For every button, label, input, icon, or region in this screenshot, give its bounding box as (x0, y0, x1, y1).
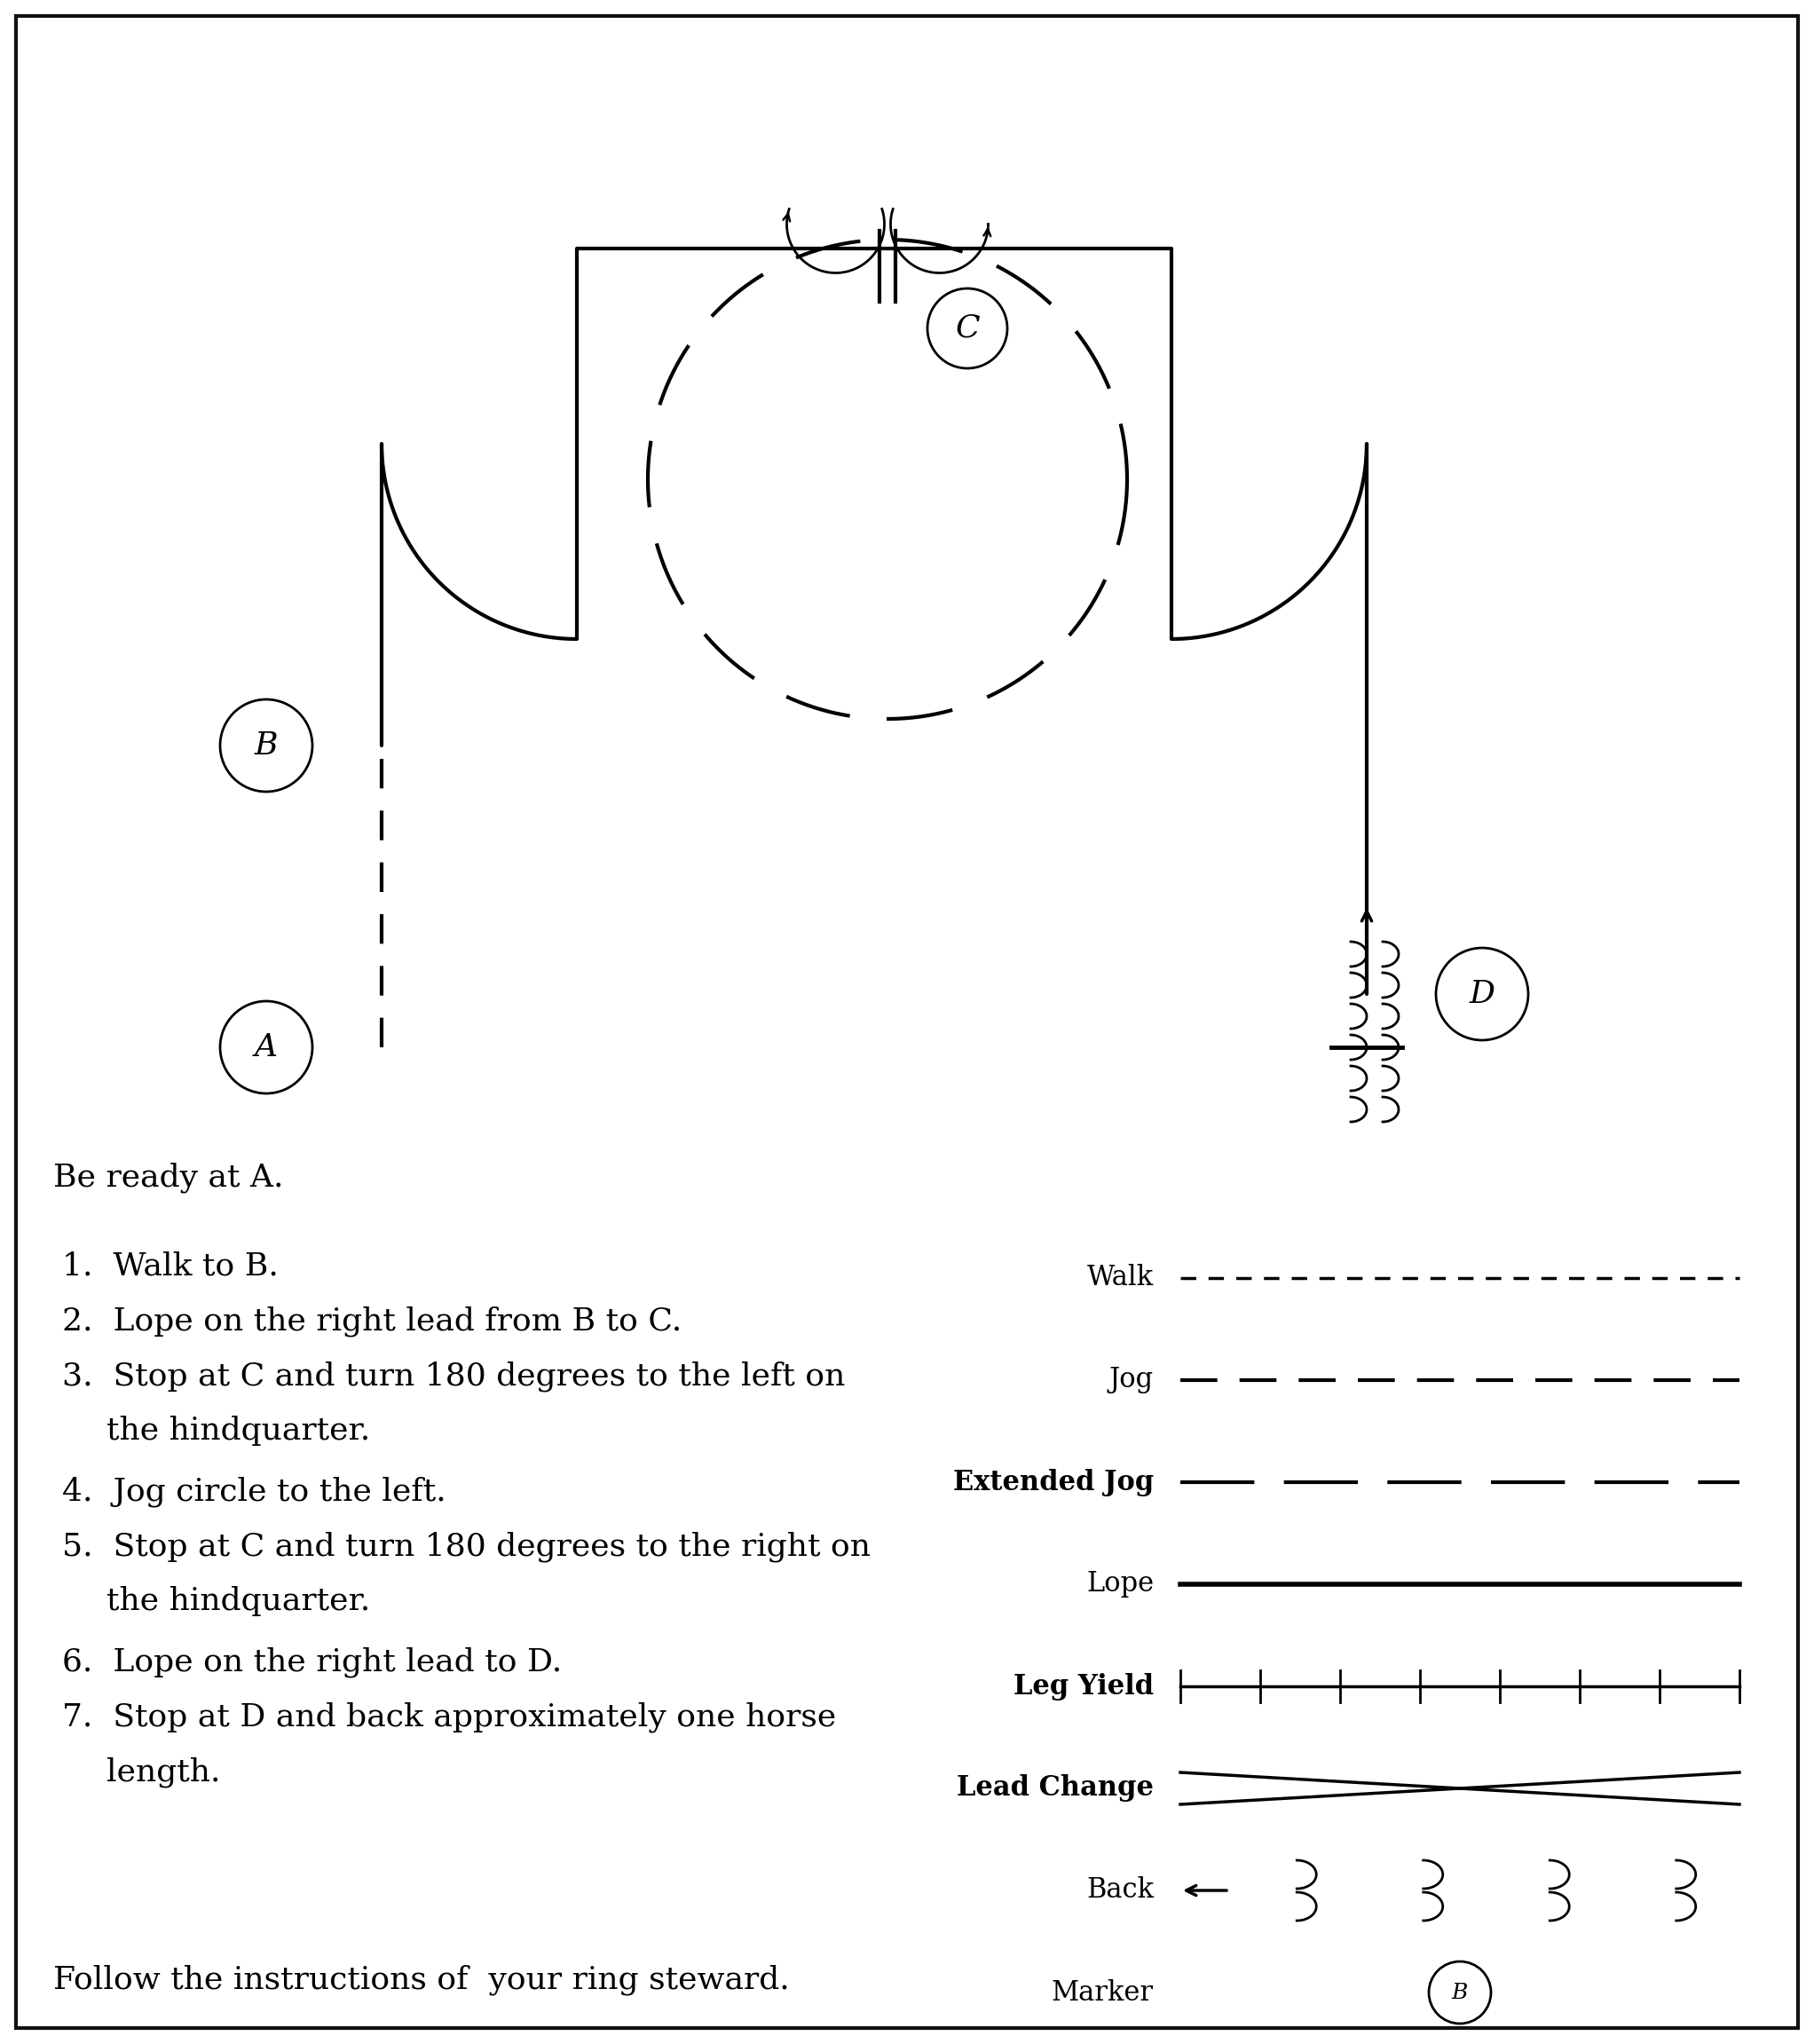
Text: 5.  Stop at C and turn 180 degrees to the right on: 5. Stop at C and turn 180 degrees to the… (62, 1531, 871, 1562)
Text: Jog: Jog (1108, 1365, 1154, 1394)
Text: B: B (1451, 1983, 1468, 2003)
Text: Marker: Marker (1052, 1979, 1154, 2007)
Circle shape (927, 288, 1007, 368)
Circle shape (219, 699, 312, 791)
Text: B: B (254, 730, 278, 760)
Text: 4.  Jog circle to the left.: 4. Jog circle to the left. (62, 1476, 446, 1506)
Text: Back: Back (1087, 1876, 1154, 1905)
Text: length.: length. (107, 1758, 221, 1788)
Text: Leg Yield: Leg Yield (1014, 1672, 1154, 1701)
Text: Walk: Walk (1087, 1265, 1154, 1292)
Text: the hindquarter.: the hindquarter. (107, 1416, 370, 1445)
Text: 2.  Lope on the right lead from B to C.: 2. Lope on the right lead from B to C. (62, 1306, 682, 1337)
Text: Lope: Lope (1087, 1570, 1154, 1598)
Circle shape (1429, 1962, 1491, 2024)
Text: 7.  Stop at D and back approximately one horse: 7. Stop at D and back approximately one … (62, 1703, 836, 1733)
Text: Be ready at A.: Be ready at A. (53, 1163, 283, 1194)
Circle shape (219, 1002, 312, 1094)
Text: the hindquarter.: the hindquarter. (107, 1586, 370, 1617)
Circle shape (1437, 948, 1527, 1040)
Text: D: D (1469, 979, 1495, 1010)
Text: Extended Jog: Extended Jog (952, 1468, 1154, 1496)
Text: C: C (956, 313, 980, 343)
Text: Follow the instructions of  your ring steward.: Follow the instructions of your ring ste… (53, 1964, 789, 1995)
Text: A: A (254, 1032, 278, 1063)
Text: 3.  Stop at C and turn 180 degrees to the left on: 3. Stop at C and turn 180 degrees to the… (62, 1361, 845, 1392)
Text: Lead Change: Lead Change (956, 1774, 1154, 1803)
Text: 6.  Lope on the right lead to D.: 6. Lope on the right lead to D. (62, 1647, 562, 1678)
Text: 1.  Walk to B.: 1. Walk to B. (62, 1251, 279, 1282)
